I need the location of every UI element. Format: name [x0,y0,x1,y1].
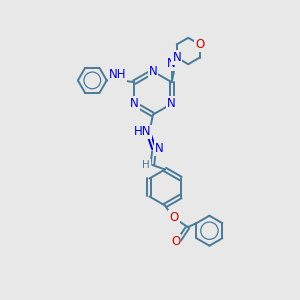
Text: N: N [167,97,176,110]
Text: N: N [155,142,164,155]
Text: N: N [167,57,176,70]
Text: N: N [172,51,181,64]
Text: O: O [171,235,180,248]
Text: N: N [148,65,158,78]
Text: O: O [169,211,178,224]
Text: NH: NH [109,68,127,81]
Text: N: N [130,97,139,110]
Text: HN: HN [134,125,152,139]
Text: O: O [195,38,204,51]
Text: H: H [142,160,150,170]
